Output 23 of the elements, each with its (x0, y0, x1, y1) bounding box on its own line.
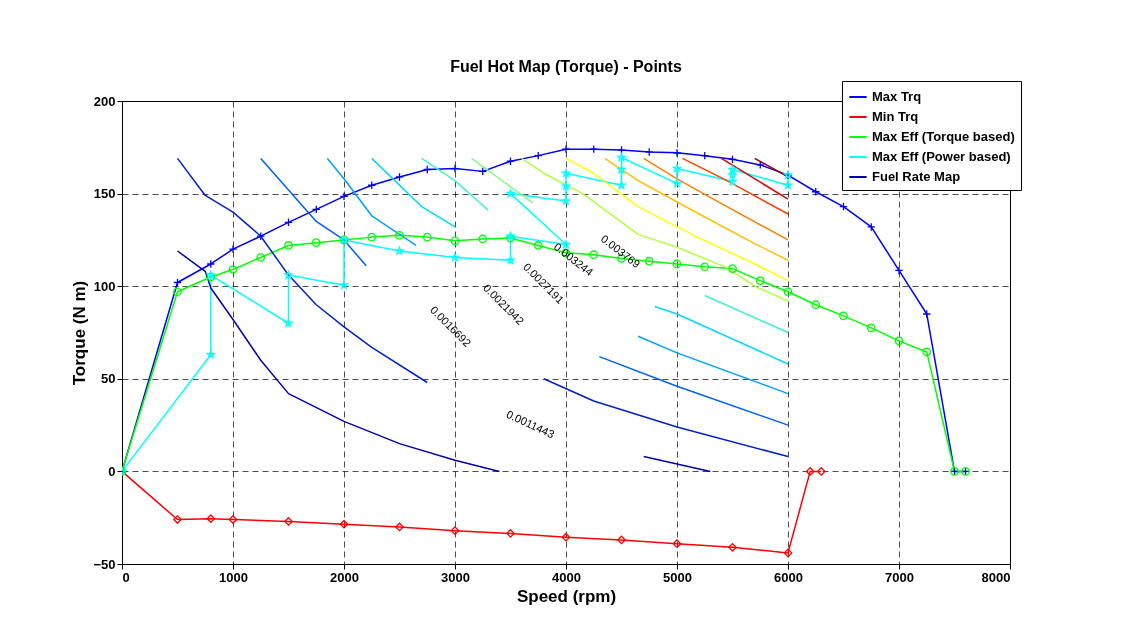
legend-label: Max Trq (872, 89, 922, 104)
y-tick-label: 100 (93, 278, 116, 294)
y-tick-label: −50 (93, 556, 116, 572)
legend-label: Min Trq (872, 109, 919, 124)
y-tick-label: 50 (101, 371, 116, 387)
y-tick-label: 0 (108, 463, 116, 479)
x-tick-label: 3000 (441, 569, 470, 585)
x-tick-label: 6000 (774, 569, 803, 585)
y-tick-label: 150 (93, 186, 116, 202)
x-axis-title: Speed (rpm) (516, 586, 617, 606)
legend-label: Fuel Rate Map (872, 169, 961, 184)
x-tick-label: 7000 (885, 569, 914, 585)
x-tick-label: 8000 (981, 569, 1011, 585)
x-tick-label: 4000 (552, 569, 581, 585)
legend-label: Max Eff (Power based) (872, 149, 1011, 164)
chart-title: Fuel Hot Map (Torque) - Points (450, 57, 682, 75)
x-tick-label: 5000 (663, 569, 692, 585)
x-tick-label: 2000 (330, 569, 359, 585)
y-axis-title: Torque (N m) (70, 280, 90, 386)
x-tick-label: 1000 (219, 569, 248, 585)
legend-label: Max Eff (Torque based) (872, 129, 1015, 144)
x-tick-label: 0 (122, 569, 130, 585)
y-tick-label: 200 (93, 93, 116, 109)
